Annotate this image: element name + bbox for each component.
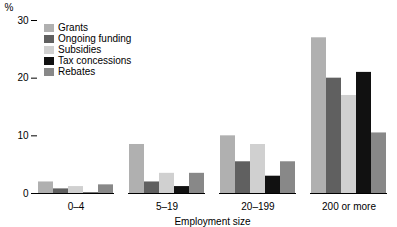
svg-text:0: 0 [23, 188, 29, 199]
svg-text:0–4: 0–4 [68, 201, 85, 212]
svg-text:5–19: 5–19 [156, 201, 179, 212]
html-text:Grants: Grants [58, 22, 88, 33]
html-text:Rebates: Rebates [58, 66, 96, 77]
svg-text:200 or more: 200 or more [322, 201, 376, 212]
svg-text:20–199: 20–199 [241, 201, 275, 212]
svg-text:Employment size: Employment size [174, 216, 251, 227]
svg-text:10: 10 [17, 130, 29, 141]
html-text:Tax concessions: Tax concessions [58, 55, 132, 66]
svg-text:30: 30 [17, 15, 29, 26]
html-text:Ongoing funding: Ongoing funding [58, 33, 132, 44]
svg-text:%: % [5, 2, 14, 13]
html-text:Subsidies: Subsidies [58, 44, 102, 55]
svg-text:20: 20 [17, 72, 29, 83]
